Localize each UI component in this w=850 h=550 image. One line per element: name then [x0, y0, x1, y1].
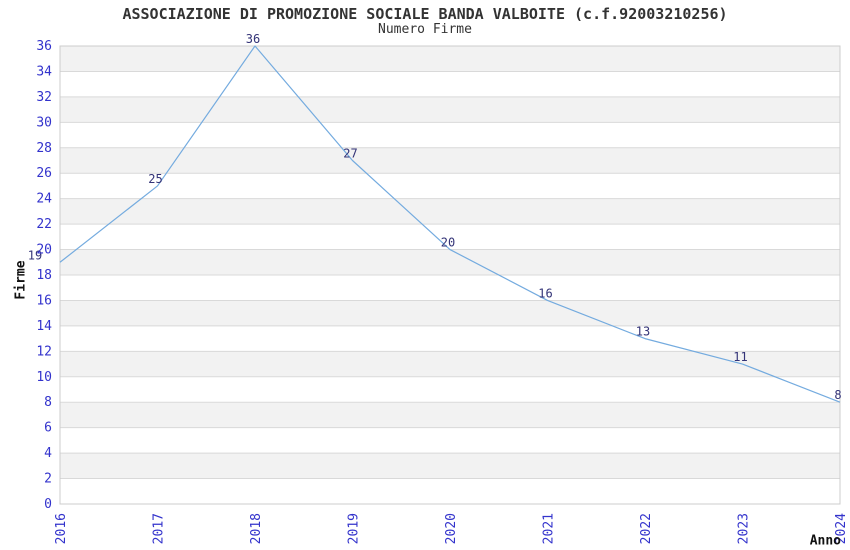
y-tick-label: 0: [44, 497, 52, 512]
data-point-label: 27: [343, 147, 357, 161]
plot-band: [60, 198, 840, 225]
x-tick-label: 2018: [249, 513, 264, 544]
y-tick-label: 18: [36, 268, 52, 283]
data-point-label: 36: [246, 32, 260, 46]
y-tick-label: 34: [36, 64, 52, 79]
data-point-label: 8: [834, 388, 841, 402]
y-tick-label: 4: [44, 446, 52, 461]
data-line: [59, 45, 841, 403]
y-tick-label: 16: [36, 293, 52, 308]
y-tick-label: 24: [36, 192, 52, 207]
y-tick-label: 32: [36, 90, 52, 105]
y-tick-label: 14: [36, 319, 52, 334]
y-tick-label: 6: [44, 421, 52, 436]
y-tick-label: 26: [36, 166, 52, 181]
data-point-label: 11: [733, 350, 747, 364]
plot-band: [60, 147, 840, 174]
data-point-label: 13: [636, 325, 650, 339]
y-tick-label: 20: [36, 243, 52, 258]
y-tick-label: 12: [36, 344, 52, 359]
data-point-label: 25: [148, 172, 162, 186]
y-tick-label: 36: [36, 39, 52, 54]
x-tick-label: 2021: [542, 513, 557, 544]
y-tick-label: 2: [44, 472, 52, 487]
y-tick-label: 8: [44, 395, 52, 410]
plot-band: [60, 402, 840, 428]
plot-band: [60, 96, 840, 123]
x-tick-label: 2022: [639, 513, 654, 544]
plot-border: [59, 45, 841, 505]
plot-band: [60, 300, 840, 326]
y-tick-label: 22: [36, 217, 52, 232]
plot-band: [60, 453, 840, 479]
x-tick-label: 2024: [834, 513, 849, 544]
x-tick-label: 2016: [54, 513, 69, 544]
data-point-label: 20: [441, 236, 455, 250]
x-axis-title: Anno: [809, 533, 841, 549]
x-tick-label: 2017: [152, 513, 167, 544]
chart-subtitle: Numero Firme: [378, 22, 472, 37]
plot-band: [60, 46, 840, 72]
y-tick-label: 10: [36, 370, 52, 385]
chart-title: ASSOCIAZIONE DI PROMOZIONE SOCIALE BANDA…: [122, 5, 728, 23]
y-tick-label: 28: [36, 141, 52, 156]
data-point-label: 16: [538, 286, 552, 300]
data-point-label: 19: [28, 248, 42, 262]
plot-band: [60, 351, 840, 377]
x-tick-label: 2019: [347, 513, 362, 544]
y-tick-label: 30: [36, 115, 52, 130]
x-tick-label: 2020: [444, 513, 459, 544]
plot-band: [60, 249, 840, 275]
x-tick-label: 2023: [737, 513, 752, 544]
